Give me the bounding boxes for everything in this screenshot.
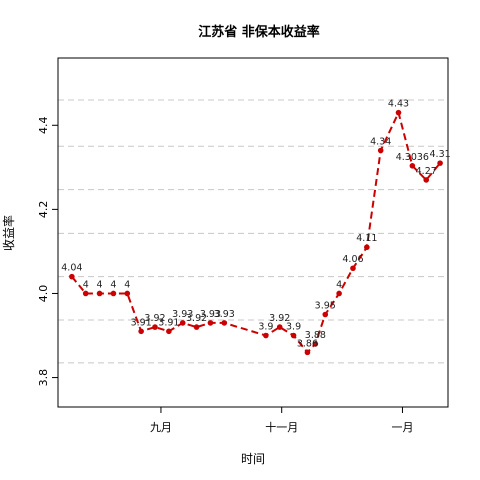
x-tick-label: 十一月: [265, 420, 298, 434]
data-label: 3.91: [131, 317, 152, 328]
data-label: 4.11: [356, 233, 377, 244]
x-axis: 九月 十一月 一月: [150, 407, 413, 434]
data-point: [437, 160, 443, 166]
data-point: [69, 273, 75, 280]
y-tick-label: 4.2: [37, 201, 50, 219]
data-point: [409, 163, 416, 169]
data-point: [304, 349, 311, 356]
data-point: [276, 324, 283, 330]
data-point: [221, 320, 228, 326]
data-point: [82, 290, 89, 297]
data-point: [166, 328, 172, 335]
y-tick-label: 4.4: [37, 117, 50, 134]
data-point: [364, 244, 370, 251]
y-tick-label: 3.8: [37, 369, 50, 387]
plot-frame: [57, 57, 449, 408]
series-layer: 4.044 4 4 43.913.923.913.933.923.933.933.93…: [61, 99, 451, 356]
data-label: 3.86: [297, 338, 318, 349]
grid-lines: [58, 99, 448, 364]
data-point: [179, 320, 186, 326]
y-tick-label: 4.0: [37, 285, 50, 303]
data-label: 3.95: [315, 300, 336, 311]
data-label: 4.06: [342, 254, 363, 265]
data-label: 3.9: [286, 322, 301, 333]
data-point: [96, 290, 103, 297]
data-point: [110, 290, 117, 297]
data-label: 3.92: [144, 313, 165, 324]
data-point: [423, 177, 430, 183]
data-label: 3.93: [214, 309, 235, 320]
data-label: 4.31: [430, 149, 451, 160]
data-point: [312, 341, 319, 347]
data-label: 3.93: [172, 309, 193, 320]
data-label: 3.92: [186, 313, 207, 324]
data-label: 3.91: [158, 317, 179, 328]
data-label: 3.92: [269, 313, 290, 324]
data-point: [377, 147, 384, 154]
data-point: [152, 324, 158, 330]
data-label: 4.04: [61, 263, 82, 274]
data-label: 4: [110, 279, 116, 290]
data-label: 4.43: [388, 99, 409, 110]
data-point: [322, 311, 329, 318]
y-axis-label: 收益率: [1, 215, 16, 251]
data-point: [124, 290, 131, 297]
chart-title: 江苏省 非保本收益率: [198, 24, 320, 40]
data-label: 4: [97, 279, 103, 290]
x-tick-label: 九月: [150, 421, 172, 434]
data-point: [207, 320, 214, 326]
data-point: [193, 324, 200, 330]
data-point: [290, 332, 297, 339]
data-label: 3.93: [200, 309, 221, 320]
data-label: 4.34: [370, 137, 391, 148]
data-point: [336, 290, 342, 297]
data-label: 4.3036: [396, 152, 429, 163]
data-label: 4.27: [416, 166, 437, 177]
data-label: 4: [336, 279, 342, 290]
data-label: 3.9: [258, 322, 273, 333]
x-tick-label: 一月: [391, 421, 413, 434]
x-axis-label: 时间: [241, 452, 265, 466]
data-point: [263, 332, 269, 339]
data-label: 4: [124, 279, 130, 290]
data-point: [138, 328, 144, 335]
data-point: [350, 265, 356, 272]
series-line: [71, 109, 441, 354]
data-label: 3.88: [305, 330, 326, 341]
data-label: 4: [83, 279, 89, 290]
y-axis: 3.8 4.0 4.2 4.4: [37, 117, 58, 387]
data-point: [395, 109, 402, 116]
